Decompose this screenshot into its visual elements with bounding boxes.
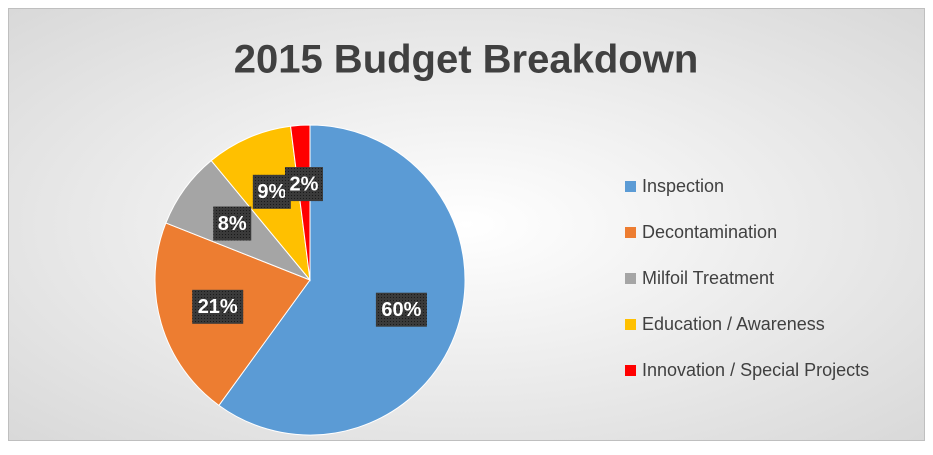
data-label: 2% [290,173,319,195]
legend-label: Innovation / Special Projects [642,360,869,380]
data-label: 21% [198,296,238,318]
legend-swatch [625,227,636,238]
legend-label: Education / Awareness [642,314,825,334]
data-label: 9% [257,181,286,203]
legend-swatch [625,273,636,284]
data-label: 60% [381,299,421,321]
legend-swatch [625,365,636,376]
legend-swatch [625,319,636,330]
data-label-box [252,174,291,209]
legend-label: Inspection [642,176,724,196]
data-label: 8% [218,213,247,235]
legend-swatch [625,181,636,192]
data-label-box [213,206,252,241]
legend-label: Milfoil Treatment [642,268,774,288]
pie-slice [218,124,466,436]
data-labels: 60% 21% 8% 9% 2% [192,167,427,327]
chart-area [8,8,925,441]
legend: Inspection Decontamination Milfoil Treatme… [625,176,869,380]
data-label-box [192,289,244,324]
data-label-box [284,167,323,202]
pie-slice [290,124,311,281]
data-label-box [375,292,427,327]
legend-label: Decontamination [642,222,777,242]
chart-title: 2015 Budget Breakdown [234,38,699,82]
